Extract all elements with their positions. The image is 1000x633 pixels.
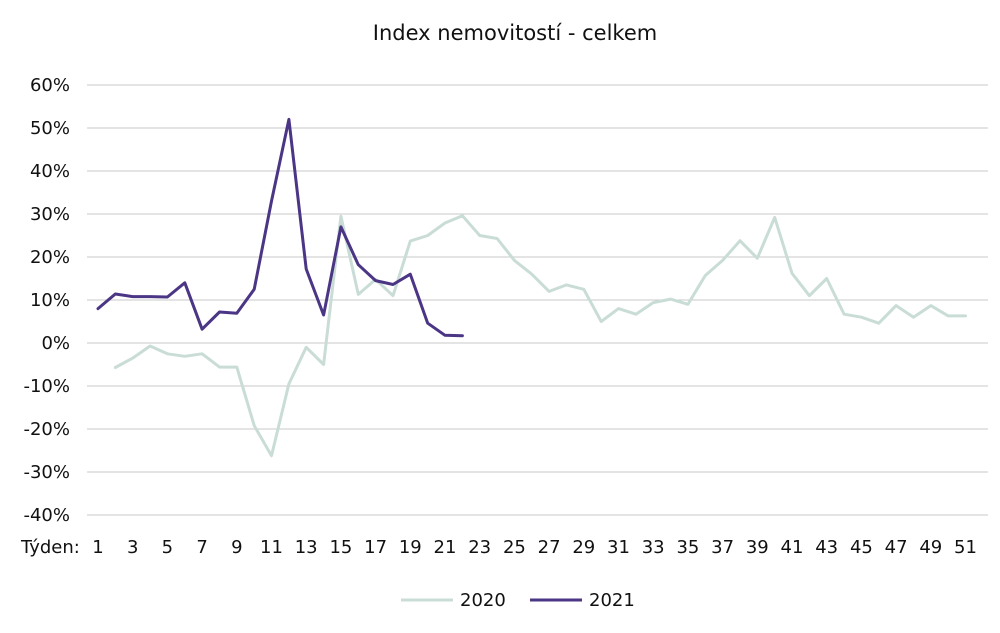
x-tick-label: 3 [127, 537, 138, 558]
x-tick-label: 15 [329, 537, 352, 558]
x-tick-label: 19 [399, 537, 422, 558]
gridlines [87, 84, 988, 516]
x-tick-label: 27 [538, 537, 561, 558]
x-tick-label: 33 [642, 537, 665, 558]
y-tick-label: 50% [30, 118, 70, 139]
x-tick-label: 7 [196, 537, 207, 558]
y-tick-label: 10% [30, 290, 70, 311]
x-tick-label: 1 [92, 537, 103, 558]
series-line-2021 [96, 117, 464, 338]
x-tick-label: 47 [885, 537, 908, 558]
x-tick-label: 21 [434, 537, 457, 558]
x-tick-label: 9 [231, 537, 242, 558]
x-tick-label: 5 [162, 537, 173, 558]
x-tick-label: 25 [503, 537, 526, 558]
y-tick-label: 30% [30, 204, 70, 225]
x-tick-label: 29 [572, 537, 595, 558]
x-tick-label: 23 [468, 537, 491, 558]
legend-label-2021: 2021 [589, 590, 635, 611]
y-tick-label: 20% [30, 247, 70, 268]
x-tick-label: 49 [919, 537, 942, 558]
x-tick-label: 51 [954, 537, 977, 558]
y-axis: -40% -30% -20% -10% 0% 10% 20% 30% 40% 50% 60% [23, 75, 70, 526]
x-tick-label: 45 [850, 537, 873, 558]
legend: 2020 2021 [401, 590, 635, 611]
legend-label-2020: 2020 [460, 590, 506, 611]
series-lines [96, 117, 967, 458]
x-axis-label: Týden: [20, 537, 80, 558]
y-tick-label: 40% [30, 161, 70, 182]
x-tick-label: 13 [295, 537, 318, 558]
x-tick-label: 37 [711, 537, 734, 558]
y-tick-label: 0% [41, 333, 70, 354]
x-tick-label: 39 [746, 537, 769, 558]
y-tick-label: -20% [23, 419, 70, 440]
series-line-2020 [113, 214, 967, 458]
x-tick-label: 35 [676, 537, 699, 558]
y-tick-label: 60% [30, 75, 70, 96]
y-tick-label: -30% [23, 462, 70, 483]
x-tick-label: 41 [781, 537, 804, 558]
x-axis: Týden: 1 3 5 7 9 11 13 15 17 19 21 23 25 27 29 31 33 35 37… [20, 537, 977, 558]
x-tick-label: 43 [815, 537, 838, 558]
x-tick-label: 11 [260, 537, 283, 558]
x-tick-label: 17 [364, 537, 387, 558]
y-tick-label: -10% [23, 376, 70, 397]
x-tick-label: 31 [607, 537, 630, 558]
y-tick-label: -40% [23, 505, 70, 526]
chart-title: Index nemovitostí - celkem [373, 21, 657, 45]
